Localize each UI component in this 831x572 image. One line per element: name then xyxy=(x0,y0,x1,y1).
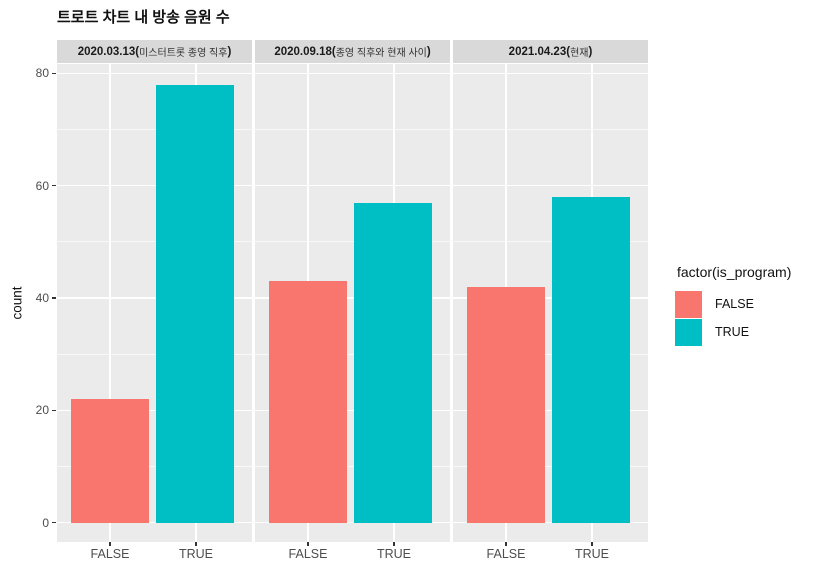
bar-true xyxy=(156,84,234,523)
legend-key: TRUE xyxy=(670,318,830,346)
y-tick-label: 80 xyxy=(35,66,49,81)
gridline-major xyxy=(255,297,450,299)
gridline-minor xyxy=(255,353,450,355)
gridline-minor xyxy=(453,128,648,130)
y-tick-label: 40 xyxy=(35,291,49,305)
gridline-minor xyxy=(453,241,648,243)
bar-false xyxy=(467,286,545,523)
gridline-minor xyxy=(255,128,450,130)
facet-panel xyxy=(57,64,252,542)
x-tick-label: TRUE xyxy=(178,547,214,561)
x-tick-label: FALSE xyxy=(486,547,526,561)
legend-swatch-true xyxy=(675,318,702,346)
facet-strip-note: 미스터트롯 종영 직후 xyxy=(139,48,228,59)
facet-strip-paren: ) xyxy=(588,45,593,58)
facet-strip-date: 2020.09.18( xyxy=(274,45,336,58)
x-tick-mark xyxy=(195,542,197,546)
gridline-minor xyxy=(57,466,252,468)
bar-false xyxy=(269,281,347,523)
gridline-major xyxy=(57,521,252,524)
gridline-major-vertical xyxy=(109,64,111,542)
legend-keys: FALSE TRUE xyxy=(670,290,830,346)
facet-strip-date: 2021.04.23( xyxy=(508,45,571,58)
legend-label: FALSE xyxy=(715,297,754,311)
gridline-minor xyxy=(255,241,450,243)
legend: factor(is_program) FALSE TRUE xyxy=(670,264,830,346)
x-tick-label: TRUE xyxy=(574,547,610,561)
bar-true xyxy=(552,196,630,523)
facet-strip: 2021.04.23(현재) xyxy=(453,40,648,63)
y-tick-mark xyxy=(52,297,56,299)
y-tick-label: 20 xyxy=(35,403,49,418)
y-tick-label: 60 xyxy=(35,178,49,193)
x-tick-mark xyxy=(307,542,309,546)
y-tick-mark xyxy=(52,409,56,412)
y-tick-label: 0 xyxy=(42,515,49,530)
y-tick-mark xyxy=(52,521,56,524)
gridline-minor xyxy=(57,128,252,130)
x-tick-label: FALSE xyxy=(288,547,328,561)
facet-panel xyxy=(255,64,450,542)
x-tick-mark xyxy=(505,542,507,546)
legend-label: TRUE xyxy=(715,325,750,339)
x-tick-mark xyxy=(109,542,111,546)
facet-strip: 2020.09.18(종영 직후와 현재 사이) xyxy=(255,40,450,63)
gridline-major xyxy=(255,72,450,75)
bar-false xyxy=(71,399,149,523)
legend-swatch-false xyxy=(675,290,702,318)
facet-panel xyxy=(453,64,648,542)
gridline-major xyxy=(57,72,252,75)
gridline-minor xyxy=(57,241,252,243)
gridline-major xyxy=(57,184,252,187)
gridline-minor xyxy=(255,466,450,468)
gridline-major xyxy=(255,184,450,187)
gridline-minor xyxy=(453,353,648,355)
y-tick-mark xyxy=(52,72,56,75)
x-tick-mark xyxy=(393,542,395,546)
facet-strip-date: 2020.03.13( xyxy=(77,45,140,58)
gridline-major xyxy=(453,184,648,187)
gridline-major xyxy=(255,409,450,412)
legend-key: FALSE xyxy=(670,290,830,318)
gridline-major xyxy=(57,409,252,412)
legend-title: factor(is_program) xyxy=(677,264,792,280)
gridline-minor xyxy=(57,353,252,355)
facet-strip-note: 현재 xyxy=(570,48,589,59)
gridline-major xyxy=(453,521,648,524)
y-tick-mark xyxy=(52,184,56,187)
facet-strip-paren: ) xyxy=(227,45,232,58)
x-tick-label: TRUE xyxy=(376,547,412,561)
gridline-major xyxy=(255,521,450,524)
gridline-major xyxy=(453,409,648,412)
gridline-major xyxy=(453,297,648,299)
facet-strip: 2020.03.13(미스터트롯 종영 직후) xyxy=(57,40,252,63)
x-tick-label: FALSE xyxy=(90,547,130,561)
chart-title: 트로트 차트 내 방송 음원 수 xyxy=(57,9,230,26)
gridline-major xyxy=(57,297,252,299)
bar-true xyxy=(354,202,432,523)
gridline-major xyxy=(453,72,648,75)
facet-strip-paren: ) xyxy=(426,45,431,58)
x-tick-mark xyxy=(591,542,593,546)
gridline-minor xyxy=(453,466,648,468)
facet-strip-note: 종영 직후와 현재 사이 xyxy=(335,48,427,59)
